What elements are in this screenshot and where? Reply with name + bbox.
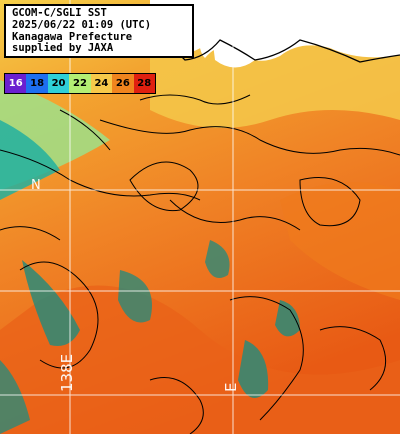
sst-color-legend: 16 18 20 22 24 26 28 bbox=[4, 73, 156, 94]
latitude-label: N bbox=[31, 178, 41, 193]
legend-tick: 16 bbox=[5, 74, 26, 93]
legend-tick: 22 bbox=[69, 74, 90, 93]
longitude-label-east: E bbox=[222, 383, 240, 392]
legend-tick: 20 bbox=[48, 74, 69, 93]
title-line-2: 2025/06/22 01:09 (UTC) bbox=[12, 20, 186, 32]
legend-tick: 28 bbox=[134, 74, 155, 93]
legend-tick: 18 bbox=[26, 74, 47, 93]
longitude-label-138e: 138E bbox=[58, 354, 76, 392]
title-line-4: supplied by JAXA bbox=[12, 43, 186, 55]
legend-tick: 26 bbox=[112, 74, 133, 93]
map-title-box: GCOM-C/SGLI SST 2025/06/22 01:09 (UTC) K… bbox=[4, 4, 194, 58]
legend-tick: 24 bbox=[91, 74, 112, 93]
